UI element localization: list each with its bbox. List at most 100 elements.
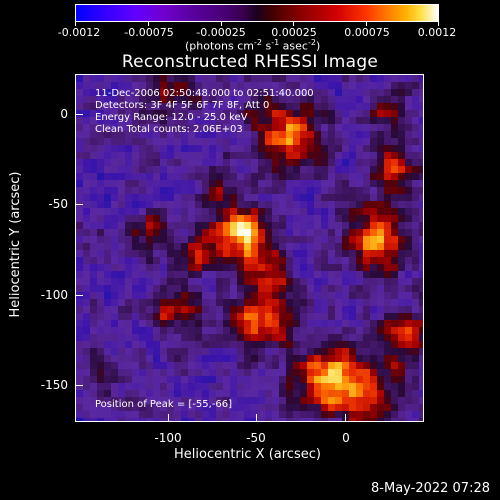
image-pixel [363, 208, 371, 216]
image-pixel [377, 397, 385, 405]
image-pixel [356, 89, 364, 97]
image-pixel [356, 313, 364, 321]
image-pixel [314, 159, 322, 167]
image-pixel [97, 383, 105, 391]
image-pixel [146, 82, 154, 90]
image-pixel [377, 334, 385, 342]
image-pixel [321, 397, 329, 405]
image-pixel [342, 334, 350, 342]
image-pixel [146, 173, 154, 181]
image-pixel [363, 180, 371, 188]
image-pixel [370, 201, 378, 209]
image-pixel [153, 96, 161, 104]
image-pixel [265, 285, 273, 293]
image-pixel [391, 89, 399, 97]
image-pixel [139, 236, 147, 244]
image-pixel [223, 236, 231, 244]
image-pixel [328, 215, 336, 223]
image-pixel [209, 117, 217, 125]
image-pixel [146, 89, 154, 97]
image-pixel [202, 285, 210, 293]
image-pixel [335, 369, 343, 377]
image-pixel [139, 418, 147, 421]
image-pixel [244, 390, 252, 398]
image-pixel [83, 131, 91, 139]
image-pixel [160, 271, 168, 279]
image-pixel [412, 117, 420, 125]
image-pixel [419, 278, 423, 286]
image-pixel [132, 369, 140, 377]
image-pixel [104, 362, 112, 370]
image-pixel [293, 173, 301, 181]
image-pixel [216, 278, 224, 286]
image-pixel [307, 89, 315, 97]
image-pixel [293, 138, 301, 146]
image-pixel [342, 313, 350, 321]
image-pixel [342, 257, 350, 265]
image-pixel [139, 299, 147, 307]
image-pixel [118, 383, 126, 391]
image-pixel [237, 201, 245, 209]
image-pixel [223, 278, 231, 286]
image-pixel [300, 180, 308, 188]
image-pixel [216, 411, 224, 419]
image-pixel [125, 103, 133, 111]
image-pixel [146, 362, 154, 370]
image-pixel [405, 334, 413, 342]
image-pixel [363, 96, 371, 104]
image-plot[interactable]: 11-Dec-2006 02:50:48.000 to 02:51:40.000… [75, 74, 424, 422]
image-pixel [377, 138, 385, 146]
image-pixel [377, 75, 385, 83]
image-pixel [251, 180, 259, 188]
image-pixel [104, 334, 112, 342]
image-pixel [258, 208, 266, 216]
image-pixel [258, 383, 266, 391]
image-pixel [349, 369, 357, 377]
image-pixel [76, 124, 84, 132]
image-pixel [195, 341, 203, 349]
image-pixel [160, 222, 168, 230]
image-pixel [279, 145, 287, 153]
image-pixel [314, 306, 322, 314]
image-pixel [209, 243, 217, 251]
image-pixel [216, 299, 224, 307]
image-pixel [146, 124, 154, 132]
image-pixel [188, 96, 196, 104]
image-pixel [139, 152, 147, 160]
image-pixel [300, 271, 308, 279]
image-pixel [349, 313, 357, 321]
image-pixel [139, 222, 147, 230]
image-pixel [279, 131, 287, 139]
image-pixel [356, 285, 364, 293]
x-tick-label: -50 [246, 431, 266, 445]
image-pixel [419, 341, 423, 349]
image-pixel [146, 313, 154, 321]
image-pixel [321, 355, 329, 363]
image-pixel [202, 369, 210, 377]
image-pixel [188, 152, 196, 160]
image-pixel [223, 320, 231, 328]
image-pixel [300, 327, 308, 335]
image-pixel [216, 110, 224, 118]
image-pixel [391, 75, 399, 83]
image-pixel [349, 152, 357, 160]
image-pixel [265, 320, 273, 328]
image-pixel [195, 96, 203, 104]
image-pixel [272, 110, 280, 118]
image-pixel [153, 187, 161, 195]
image-pixel [202, 103, 210, 111]
image-pixel [188, 383, 196, 391]
image-pixel [370, 313, 378, 321]
image-pixel [167, 152, 175, 160]
image-pixel [132, 110, 140, 118]
image-pixel [342, 264, 350, 272]
image-pixel [195, 110, 203, 118]
image-pixel [153, 271, 161, 279]
image-pixel [314, 292, 322, 300]
image-pixel [244, 110, 252, 118]
image-pixel [356, 418, 364, 421]
image-pixel [188, 145, 196, 153]
image-pixel [153, 215, 161, 223]
image-pixel [125, 411, 133, 419]
image-pixel [202, 117, 210, 125]
